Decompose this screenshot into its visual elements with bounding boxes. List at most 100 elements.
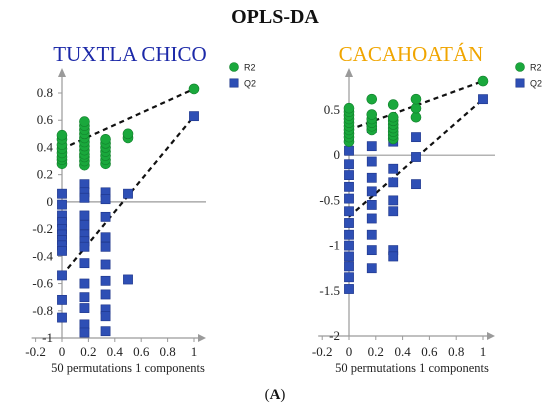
trend-line-r2 — [348, 80, 484, 131]
q2-point — [79, 327, 90, 338]
x-tick-label: 0.6 — [421, 344, 438, 359]
caption-open: ( — [265, 387, 270, 403]
q2-point — [366, 172, 377, 183]
y-tick-label: -0.4 — [32, 248, 53, 263]
q2-point — [388, 163, 399, 174]
r2-point — [100, 133, 111, 145]
x-tick-label: 0.8 — [159, 344, 175, 359]
legend-r2-marker — [229, 62, 239, 72]
figure-caption: (A) — [265, 387, 286, 403]
q2-point — [344, 145, 354, 156]
legend-q2-label: Q2 — [530, 79, 542, 89]
q2-point — [79, 303, 90, 313]
q2-point — [344, 170, 354, 180]
q2-point — [57, 312, 67, 323]
q2-point — [388, 251, 399, 262]
x-tick-label: -0.2 — [312, 344, 333, 359]
q2-point — [57, 188, 67, 199]
q2-point — [100, 289, 111, 300]
q2-point — [79, 210, 90, 221]
q2-point — [100, 326, 111, 337]
y-tick-label: 0 — [47, 194, 54, 209]
y-tick-label: 0.4 — [37, 139, 54, 154]
x-axis-arrow — [198, 334, 206, 342]
q2-point — [57, 199, 67, 210]
q2-point — [366, 156, 377, 167]
r2-point — [410, 102, 422, 114]
q2-point — [100, 241, 111, 252]
x-tick-label: 0.2 — [80, 344, 96, 359]
y-tick-label: -1 — [329, 238, 340, 253]
q2-point — [79, 192, 90, 203]
x-tick-label: 0.2 — [368, 344, 384, 359]
q2-point — [478, 94, 488, 105]
legend-q2-label: Q2 — [244, 79, 256, 89]
x-axis-arrow — [487, 332, 495, 340]
r2-point — [387, 99, 399, 110]
r2-point — [366, 109, 378, 120]
q2-point — [100, 275, 111, 286]
q2-point — [123, 188, 133, 199]
q2-point — [366, 245, 377, 256]
x-axis-label: 50 permutations 1 components — [51, 361, 205, 375]
y-tick-label: 0.6 — [37, 112, 54, 127]
q2-point — [79, 220, 90, 230]
chart-tuxtla-chico: TUXTLA CHICO -1 -0.8 -0.6 -0.4 -0.2 0 0.2 0.4 0.6… — [25, 42, 256, 375]
r2-point — [188, 83, 200, 95]
x-tick-label: 0.8 — [448, 344, 464, 359]
q2-point — [79, 292, 90, 303]
y-tick-label: -1.5 — [319, 283, 340, 298]
r2-point — [122, 128, 134, 140]
q2-point — [344, 159, 354, 170]
y-tick-label: 0.8 — [37, 85, 53, 100]
r2-point — [410, 111, 422, 123]
q2-point — [344, 251, 354, 262]
q2-point — [79, 278, 90, 289]
q2-point — [79, 179, 90, 190]
q2-point — [100, 259, 111, 270]
q2-point — [344, 272, 354, 283]
r2-point — [366, 93, 378, 105]
q2-point — [344, 229, 354, 240]
y-axis-arrow — [58, 68, 66, 77]
x-tick-label: 0.4 — [394, 344, 411, 359]
x-tick-label: 0 — [59, 344, 66, 359]
x-tick-label: 1 — [480, 344, 487, 359]
y-tick-label: -0.6 — [32, 276, 53, 291]
q2-point — [79, 258, 90, 269]
q2-point — [100, 232, 111, 243]
q2-point — [344, 206, 354, 217]
r2-point — [410, 93, 422, 105]
trend-line-r2 — [61, 87, 195, 150]
q2-point — [57, 294, 67, 305]
x-tick-label: -0.2 — [25, 344, 46, 359]
q2-point — [57, 245, 67, 256]
q2-point — [123, 274, 133, 285]
x-tick-label: 0.4 — [107, 344, 124, 359]
q2-point — [366, 263, 377, 274]
caption-letter: A — [270, 387, 281, 403]
q2-point — [344, 284, 354, 294]
q2-point — [388, 195, 399, 206]
y-tick-label: 0.2 — [37, 167, 53, 182]
q2-point — [366, 186, 377, 197]
x-tick-label: 1 — [191, 344, 198, 359]
q2-point — [366, 200, 377, 210]
chart-cacahoatan: CACAHOATÁN -2 -1.5 -1 -0.5 0 0.5 -0.2 0 0.2 0.4 0.6… — [312, 42, 542, 375]
legend-q2-marker — [229, 78, 239, 88]
chart-title: CACAHOATÁN — [339, 42, 484, 66]
y-tick-label: 0.5 — [324, 102, 340, 117]
q2-point — [366, 213, 377, 224]
q2-point — [344, 218, 354, 228]
q2-point — [189, 111, 199, 122]
r2-point — [56, 129, 68, 141]
legend-r2-label: R2 — [530, 63, 542, 73]
y-tick-label: -0.5 — [319, 192, 340, 207]
legend-r2-marker — [515, 62, 525, 72]
y-tick-label: 0 — [334, 147, 341, 162]
y-tick-label: -2 — [329, 328, 340, 343]
q2-point — [388, 177, 399, 188]
q2-point — [79, 241, 90, 252]
